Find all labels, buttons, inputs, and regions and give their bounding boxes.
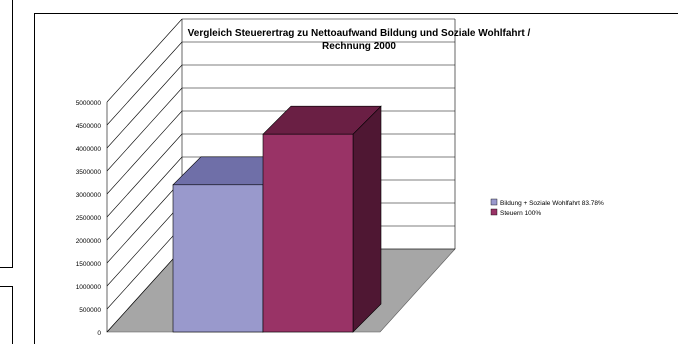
y-tick-label: 3500000	[76, 169, 102, 176]
grid-line-left-wall	[106, 18, 183, 103]
y-tick-label: 1000000	[76, 284, 102, 291]
y-tick-label: 2500000	[76, 215, 102, 222]
bars	[172, 105, 382, 333]
y-tick-label: 0	[97, 330, 101, 337]
grid-line-left-wall	[106, 87, 183, 172]
legend: Bildung + Soziale Wohlfahrt 83.78% Steuer…	[490, 198, 604, 217]
grid-line-left-wall	[106, 248, 183, 333]
y-tick-label: 5000000	[76, 100, 102, 107]
grid-line-left-wall	[106, 156, 183, 241]
grid-line-left-wall	[106, 225, 183, 310]
grid-line-left-wall	[106, 64, 183, 149]
y-tick-label: 3000000	[76, 192, 102, 199]
adjacent-frame-bottom	[0, 286, 13, 344]
bar-side-face	[352, 105, 382, 333]
chart-area: Vergleich Steuerertrag zu Nettoaufwand B…	[34, 13, 678, 344]
y-tick-label: 4000000	[76, 146, 102, 153]
adjacent-frame-top	[0, 0, 13, 268]
grid-line-left-wall	[106, 202, 183, 287]
y-axis-ticks: 0 500000 1000000 1500000 2000000 2500000 30000…	[76, 100, 102, 337]
legend-swatch	[490, 198, 498, 206]
legend-label: Steuern 100%	[500, 210, 541, 217]
legend-swatch	[490, 208, 498, 216]
grid-line-left-wall	[106, 179, 183, 264]
y-tick-label: 2000000	[76, 238, 102, 245]
bar-chart-3d: Vergleich Steuerertrag zu Nettoaufwand B…	[76, 18, 604, 337]
grid-line-left-wall	[106, 133, 183, 218]
y-tick-label: 1500000	[76, 261, 102, 268]
legend-label: Bildung + Soziale Wohlfahrt 83.78%	[500, 200, 604, 207]
grid-line-left-wall	[106, 110, 183, 195]
chart-title-line2: Rechnung 2000	[322, 41, 396, 52]
bar-front-face	[262, 133, 354, 333]
y-tick-label: 500000	[79, 307, 101, 314]
y-tick-label: 4500000	[76, 123, 102, 130]
grid-line-left-wall	[106, 41, 183, 126]
bar-front-face	[172, 184, 264, 333]
chart-title-line1: Vergleich Steuerertrag zu Nettoaufwand B…	[188, 28, 531, 39]
bar-2	[262, 105, 382, 333]
